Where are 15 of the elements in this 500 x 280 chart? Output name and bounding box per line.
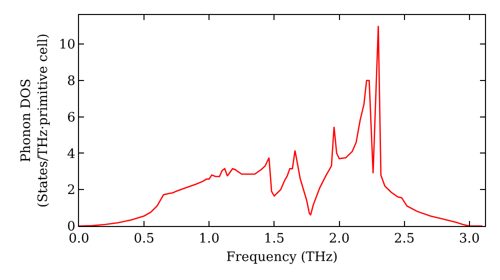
- x-axis-title: Frequency (THz): [226, 250, 338, 266]
- x-tick-label: 3.0: [459, 232, 480, 247]
- y-tick-label: 6: [67, 110, 76, 126]
- line-series: [79, 25, 484, 226]
- x-tick-label: 2.5: [394, 232, 415, 247]
- x-tick-label: 2.0: [328, 232, 350, 247]
- x-tick-label: 1.0: [198, 232, 220, 247]
- x-tick-label: 0.5: [134, 232, 154, 247]
- y-tick-label: 10: [58, 38, 76, 53]
- y-axis-title: Phonon DOS (States/THz·primitive cell): [18, 33, 51, 208]
- x-tick-label: 1.5: [264, 232, 285, 247]
- y-tick-label: 2: [67, 183, 76, 198]
- x-tick-label: 0.0: [68, 232, 90, 247]
- y-tick-label: 8: [67, 74, 76, 90]
- y-tick-label: 4: [67, 146, 76, 162]
